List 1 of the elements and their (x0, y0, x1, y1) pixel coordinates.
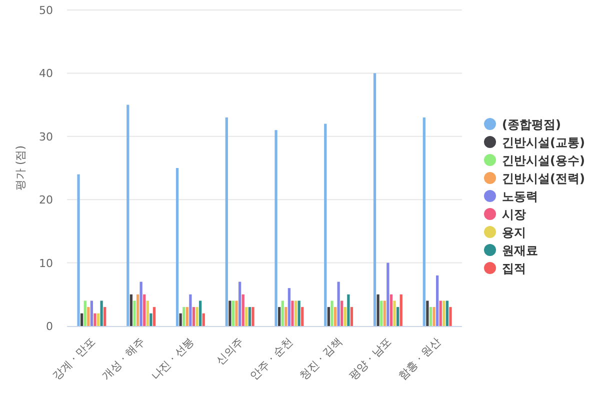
y-label: 평가 (점) (14, 145, 27, 191)
